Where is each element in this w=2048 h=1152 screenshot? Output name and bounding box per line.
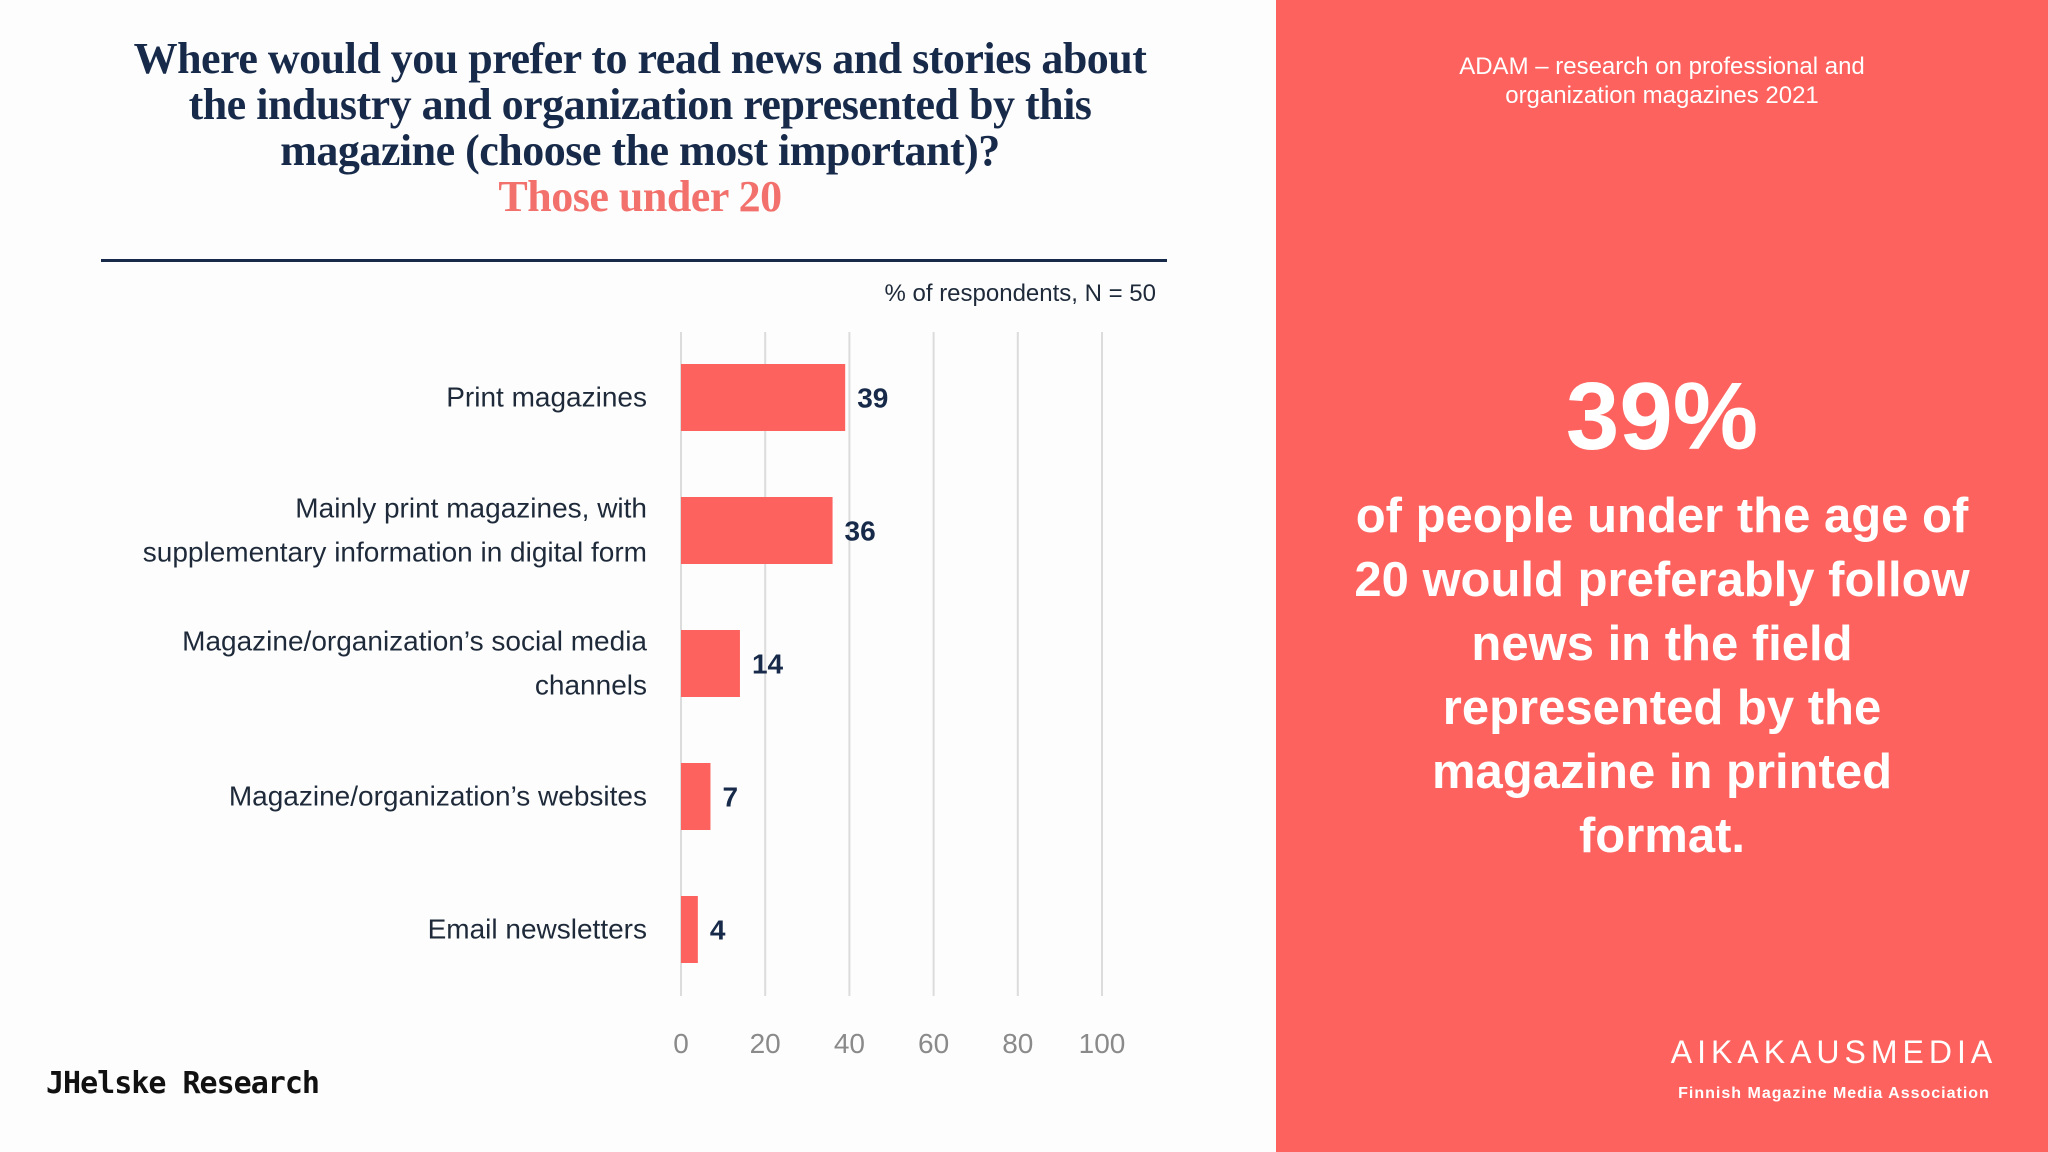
category-label-line: Print magazines bbox=[446, 382, 647, 413]
value-label: 7 bbox=[722, 782, 738, 813]
title-line: the industry and organization represente… bbox=[188, 80, 1092, 129]
aikakausmedia-logo: AIKAKAUSMEDIA Finnish Magazine Media Ass… bbox=[1664, 1034, 2004, 1103]
x-tick-label: 100 bbox=[1079, 1028, 1126, 1059]
unit-note: % of respondents, N = 50 bbox=[884, 280, 1157, 307]
category-label-line: channels bbox=[535, 670, 647, 701]
study-line: organization magazines 2021 bbox=[1505, 82, 1819, 109]
logo-tagline: Finnish Magazine Media Association bbox=[1678, 1085, 1990, 1102]
bar bbox=[681, 763, 711, 830]
x-tick-label: 40 bbox=[834, 1028, 865, 1059]
value-label: 36 bbox=[845, 516, 876, 547]
study-line: ADAM – research on professional and bbox=[1459, 53, 1865, 80]
big-stat: 39% bbox=[1565, 363, 1759, 470]
title-divider bbox=[101, 259, 1167, 262]
chart-title: Where would you prefer to read news and … bbox=[90, 36, 1190, 220]
logo-wordmark: AIKAKAUSMEDIA bbox=[1670, 1034, 1998, 1070]
title-line: Where would you prefer to read news and … bbox=[133, 34, 1147, 83]
value-label: 39 bbox=[857, 383, 888, 414]
study-name: ADAM – research on professional and orga… bbox=[1276, 52, 2048, 110]
category-label: Magazine/organization’s social media chan… bbox=[182, 626, 647, 701]
bar bbox=[681, 630, 740, 697]
value-label: 14 bbox=[752, 649, 784, 680]
stat-description: of people under the age of 20 would pref… bbox=[1354, 489, 1970, 863]
chart-subtitle: Those under 20 bbox=[498, 172, 782, 221]
bar-chart: 0 20 40 60 80 100 39 Print magazines 36 Mainly pr… bbox=[143, 332, 1126, 1059]
category-label-line: Magazine/organization’s websites bbox=[229, 781, 647, 812]
category-label-line: supplementary information in digital for… bbox=[143, 537, 647, 568]
category-label: Magazine/organization’s websites bbox=[229, 781, 647, 812]
category-label: Mainly print magazines, with supplementar… bbox=[143, 493, 647, 568]
chart-panel: Where would you prefer to read news and … bbox=[46, 35, 1190, 1101]
category-label: Email newsletters bbox=[428, 914, 647, 945]
x-tick-label: 0 bbox=[673, 1028, 689, 1059]
x-tick-label: 20 bbox=[750, 1028, 781, 1059]
source-credit: JHelske Research bbox=[46, 1066, 320, 1101]
bar bbox=[681, 896, 698, 963]
category-label-line: Magazine/organization’s social media bbox=[182, 626, 647, 657]
highlight-panel: ADAM – research on professional and orga… bbox=[1276, 0, 2048, 1152]
bar bbox=[681, 364, 846, 431]
bar bbox=[681, 497, 833, 564]
category-label-line: Email newsletters bbox=[428, 914, 647, 945]
category-label-line: Mainly print magazines, with bbox=[295, 493, 647, 524]
title-line: magazine (choose the most important)? bbox=[280, 126, 1000, 175]
category-label: Print magazines bbox=[446, 382, 647, 413]
x-tick-label: 60 bbox=[918, 1028, 949, 1059]
value-label: 4 bbox=[710, 915, 726, 946]
x-tick-label: 80 bbox=[1002, 1028, 1033, 1059]
